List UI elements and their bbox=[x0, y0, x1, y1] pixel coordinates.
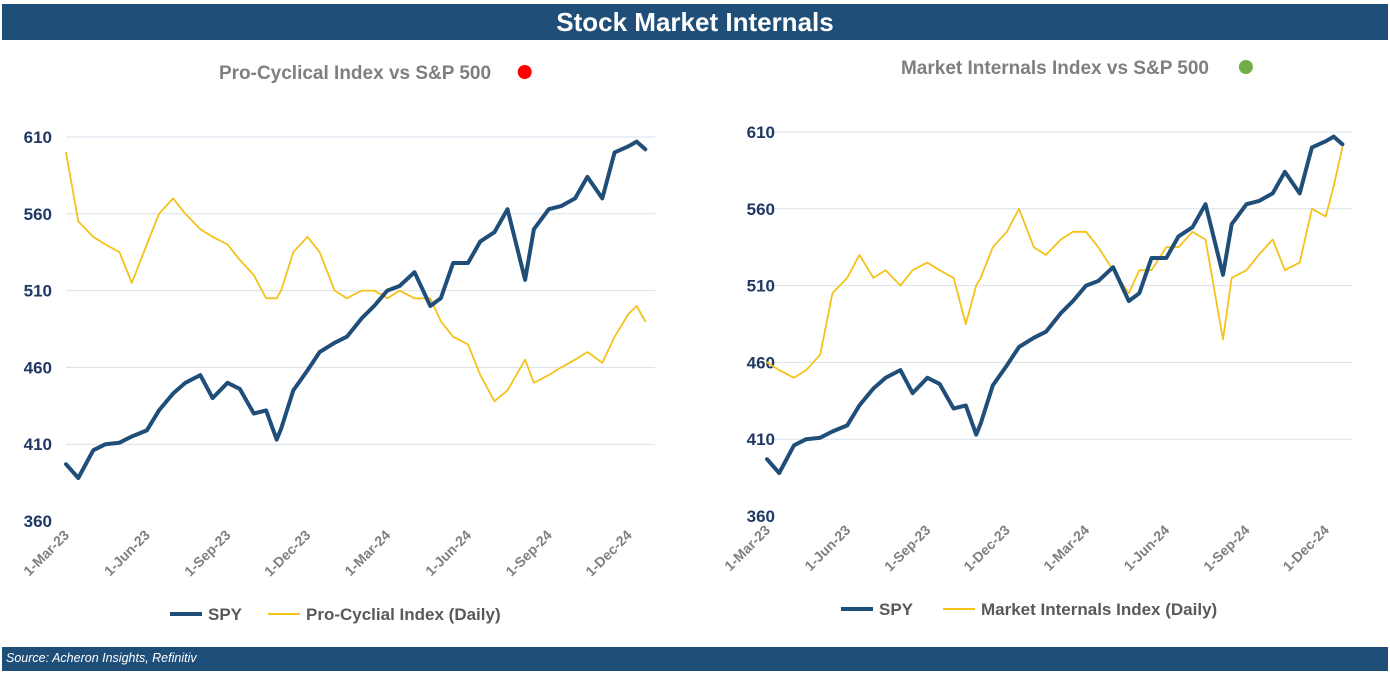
status-dot-icon bbox=[1238, 60, 1253, 74]
x-tick-label: 1-Jun-24 bbox=[1120, 522, 1172, 574]
x-tick-label: 1-Jun-23 bbox=[101, 527, 153, 579]
x-tick-label: 1-Dec-24 bbox=[582, 527, 635, 580]
legend-label-spy: SPY bbox=[879, 600, 914, 619]
x-tick-label: 1-Sep-24 bbox=[1200, 522, 1253, 575]
page-title-bar: Stock Market Internals bbox=[2, 4, 1388, 40]
pro-cyclical-chart: Pro-Cyclical Index vs S&P 500 360 410 460 51… bbox=[20, 63, 655, 624]
x-tick-label: 1-Sep-24 bbox=[502, 527, 555, 580]
y-tick-label: 410 bbox=[24, 435, 52, 454]
source-note: Source: Acheron Insights, Refinitiv bbox=[6, 651, 197, 665]
index-series-line bbox=[65, 151, 647, 403]
x-tick-label: 1-Mar-23 bbox=[721, 522, 773, 574]
y-tick-label: 510 bbox=[747, 277, 775, 296]
spy-series-line bbox=[64, 139, 648, 480]
status-dot-icon bbox=[517, 65, 532, 79]
y-tick-label: 460 bbox=[747, 353, 775, 372]
x-tick-label: 1-Mar-24 bbox=[1040, 522, 1092, 574]
x-tick-label: 1-Sep-23 bbox=[181, 527, 234, 580]
chart-title: Market Internals Index vs S&P 500 bbox=[901, 58, 1209, 79]
index-series-line bbox=[766, 146, 1344, 379]
x-tick-label: 1-Jun-24 bbox=[422, 527, 474, 579]
legend-label-spy: SPY bbox=[208, 605, 243, 624]
x-tick-label: 1-Mar-23 bbox=[20, 527, 72, 579]
y-tick-label: 410 bbox=[747, 430, 775, 449]
y-tick-label: 360 bbox=[24, 512, 52, 531]
x-tick-label: 1-Sep-23 bbox=[881, 522, 934, 575]
chart-title: Pro-Cyclical Index vs S&P 500 bbox=[219, 63, 491, 84]
footer-bar: Source: Acheron Insights, Refinitiv bbox=[2, 647, 1388, 671]
y-tick-label: 360 bbox=[747, 507, 775, 526]
legend-label-index: Market Internals Index (Daily) bbox=[981, 600, 1217, 619]
page-title: Stock Market Internals bbox=[556, 7, 834, 37]
y-tick-label: 560 bbox=[24, 205, 52, 224]
x-tick-label: 1-Dec-23 bbox=[261, 527, 314, 580]
legend-label-index: Pro-Cyclial Index (Daily) bbox=[306, 605, 501, 624]
x-tick-label: 1-Mar-24 bbox=[341, 527, 393, 579]
y-tick-label: 510 bbox=[24, 282, 52, 301]
spy-series-line bbox=[765, 134, 1345, 475]
y-tick-label: 460 bbox=[24, 358, 52, 377]
y-tick-label: 610 bbox=[24, 128, 52, 147]
x-tick-label: 1-Dec-23 bbox=[960, 522, 1013, 575]
x-tick-label: 1-Jun-23 bbox=[801, 522, 853, 574]
market-internals-chart: Market Internals Index vs S&P 500 360 410 4… bbox=[721, 58, 1352, 619]
x-tick-label: 1-Dec-24 bbox=[1279, 522, 1332, 575]
y-tick-label: 560 bbox=[747, 200, 775, 219]
y-tick-label: 610 bbox=[747, 123, 775, 142]
